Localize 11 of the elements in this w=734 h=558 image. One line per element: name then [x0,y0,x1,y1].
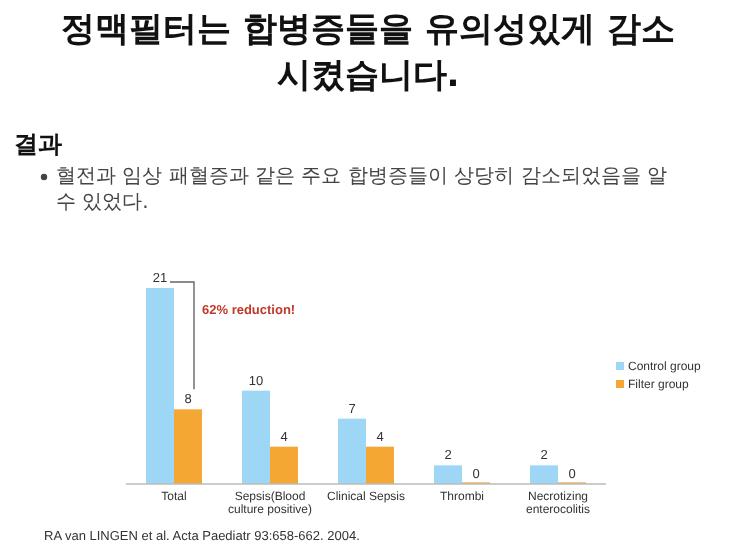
bar [338,418,366,484]
bar [146,288,174,484]
bar [242,390,270,484]
text: 혈전과 임상 패혈증과 같은 주요 합병증들이 상당히 감소되었음을 알 수 있었다. [56,164,669,216]
chart-title: 정맥필터는 합병증들을 유의성있게 감소시켰습니다. [59,8,677,100]
bar [174,409,202,484]
bar [270,446,298,484]
bar [530,465,558,484]
bar [366,446,394,484]
bar [434,465,462,484]
chart-subtitle: 결과 [14,128,62,162]
